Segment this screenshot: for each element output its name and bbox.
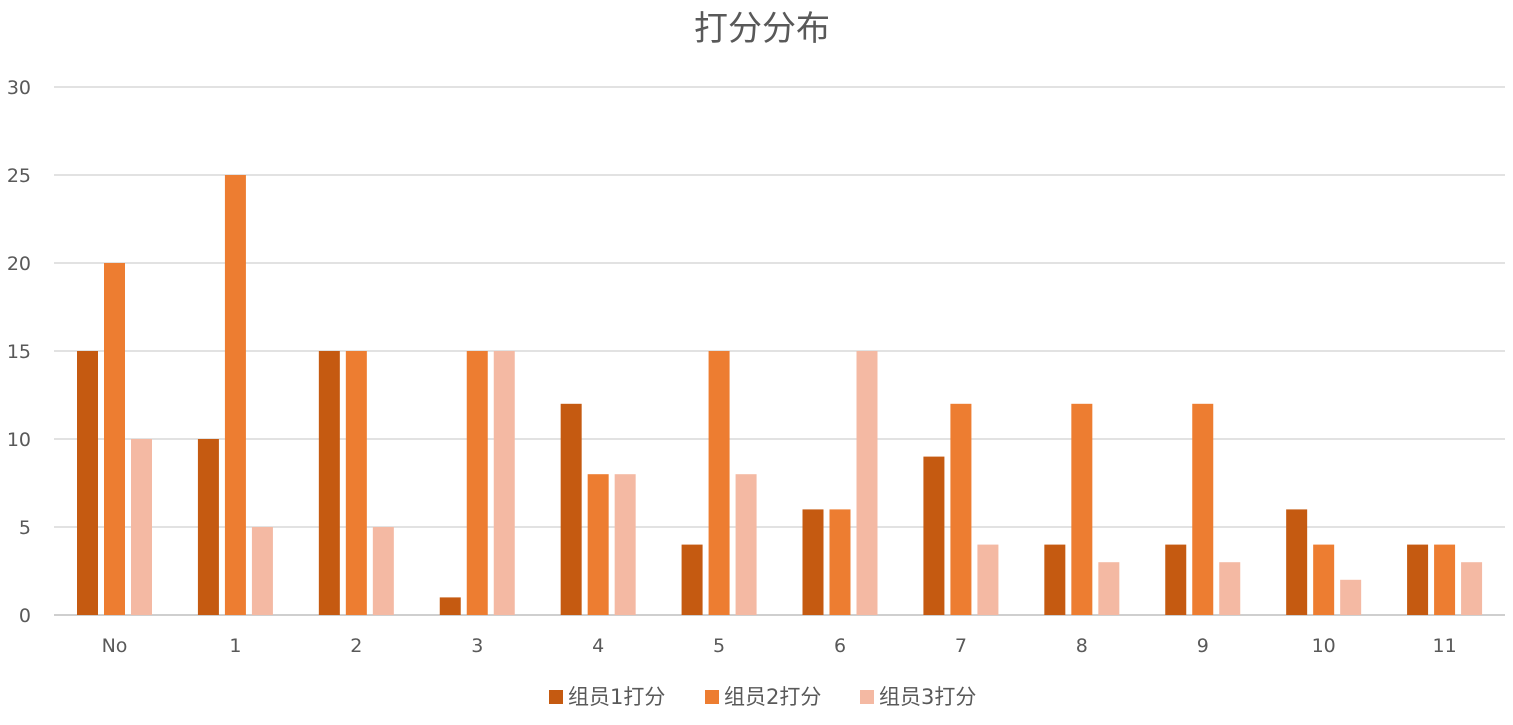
x-tick-label: 11: [1432, 635, 1456, 657]
bar-series-2-5: [708, 351, 730, 615]
x-tick-label: 8: [1076, 635, 1088, 657]
bar-series-2-6: [829, 509, 851, 615]
bar-series-1-2: [318, 351, 340, 615]
x-tick-label: 7: [955, 635, 967, 657]
y-tick-label: 5: [19, 517, 31, 539]
x-tick-label: 6: [834, 635, 846, 657]
bar-series-1-8: [1044, 544, 1066, 615]
y-tick-label: 15: [7, 341, 31, 363]
bar-series-2-1: [224, 175, 246, 615]
bar-series-3-3: [493, 351, 515, 615]
bar-series-3-1: [251, 527, 273, 615]
bar-series-2-8: [1071, 403, 1093, 615]
y-tick-label: 10: [7, 429, 31, 451]
bar-series-2-No: [104, 263, 125, 615]
legend: 组员1打分 组员2打分 组员3打分: [549, 685, 976, 709]
bar-series-1-9: [1165, 544, 1187, 615]
bar-series-3-No: [131, 439, 152, 615]
bar-series-3-7: [977, 544, 999, 615]
bar-series-3-9: [1219, 562, 1241, 615]
bar-series-2-4: [587, 474, 609, 615]
x-axis-ticks: No 1 2 3 4 5 6 7 8 9 10 11: [102, 635, 1457, 657]
x-tick-label: 5: [713, 635, 725, 657]
bars: [77, 175, 1483, 615]
bar-series-2-11: [1434, 544, 1456, 615]
legend-swatch: [860, 690, 874, 704]
x-tick-label: 10: [1312, 635, 1336, 657]
y-tick-label: 0: [19, 605, 31, 627]
bar-series-1-7: [923, 456, 945, 615]
bar-series-2-9: [1192, 403, 1214, 615]
y-axis-ticks: 0 5 10 15 20 25 30: [7, 77, 31, 627]
bar-series-3-10: [1340, 579, 1362, 615]
x-tick-label: 3: [471, 635, 483, 657]
legend-swatch: [549, 690, 563, 704]
bar-series-3-5: [735, 474, 757, 615]
bar-series-3-11: [1461, 562, 1483, 615]
bar-series-1-10: [1286, 509, 1308, 615]
x-tick-label: 2: [350, 635, 362, 657]
bar-series-2-10: [1313, 544, 1335, 615]
legend-label: 组员1打分: [568, 685, 665, 709]
bar-series-1-No: [77, 351, 98, 615]
legend-label: 组员2打分: [724, 685, 821, 709]
bar-series-2-7: [950, 403, 972, 615]
bar-series-2-3: [466, 351, 488, 615]
bar-series-1-3: [439, 597, 461, 615]
x-tick-label: 9: [1197, 635, 1209, 657]
legend-label: 组员3打分: [879, 685, 976, 709]
bar-series-3-6: [856, 351, 878, 615]
chart-title: 打分分布: [694, 9, 830, 49]
bar-series-1-5: [681, 544, 703, 615]
y-tick-label: 20: [7, 253, 31, 275]
y-tick-label: 25: [7, 165, 31, 187]
bar-series-3-4: [614, 474, 636, 615]
gridlines: [54, 86, 1505, 616]
bar-series-1-11: [1407, 544, 1429, 615]
bar-series-1-4: [560, 403, 582, 615]
legend-swatch: [705, 690, 719, 704]
bar-series-3-8: [1098, 562, 1120, 615]
bar-series-1-6: [802, 509, 824, 615]
x-tick-label: 1: [229, 635, 241, 657]
y-tick-label: 30: [7, 77, 31, 99]
x-tick-label: 4: [592, 635, 604, 657]
bar-series-2-2: [345, 351, 367, 615]
bar-series-3-2: [372, 527, 394, 615]
x-tick-label: No: [102, 635, 128, 657]
bar-series-1-1: [197, 439, 219, 615]
